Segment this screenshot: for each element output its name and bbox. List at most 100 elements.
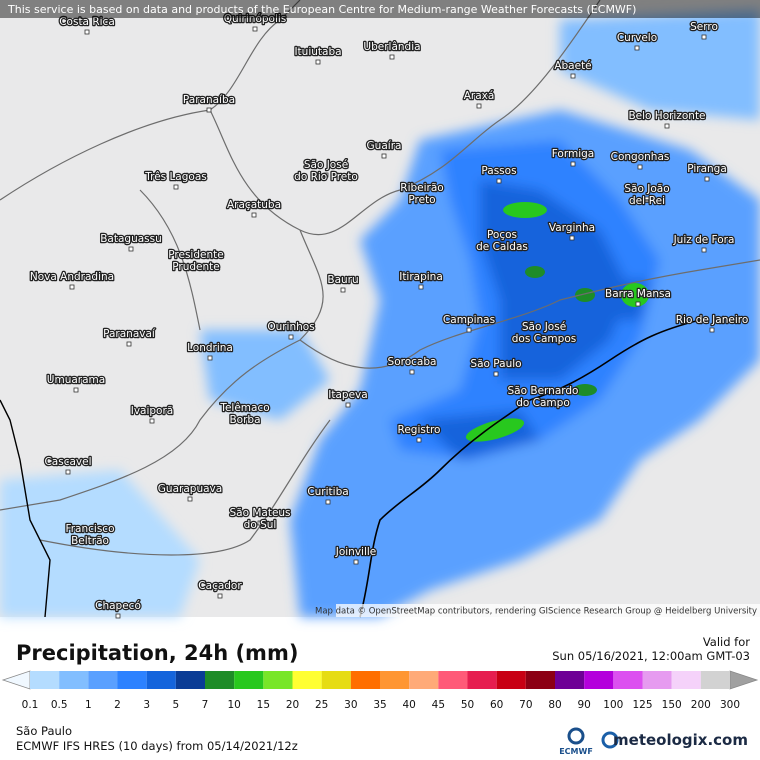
city-marker (187, 496, 193, 502)
precip-cell (575, 288, 595, 302)
city-marker (345, 402, 351, 408)
model-run: ECMWF IFS HRES (10 days) from 05/14/2021… (16, 739, 298, 753)
city-label: Belo Horizonte (628, 110, 705, 122)
scale-swatch (438, 671, 468, 689)
city-marker (644, 196, 650, 202)
scale-swatch (671, 671, 701, 689)
scale-swatch (496, 671, 526, 689)
scale-label: 1 (85, 699, 92, 711)
scale-label: 10 (227, 699, 240, 711)
scale-swatch (555, 671, 585, 689)
scale-label: 0.5 (51, 699, 68, 711)
scale-label: 100 (603, 699, 623, 711)
city-label: Formiga (552, 148, 594, 160)
city-label: Abaeté (554, 60, 591, 72)
map: Costa Rica Quirinópolis Ituiutaba Uberlândi… (0, 0, 760, 619)
city-label: São Bernardo (508, 385, 579, 397)
scale-label: 70 (519, 699, 532, 711)
city-label: São José (304, 159, 348, 171)
city-label: Presidente (168, 249, 223, 261)
attribution: Map data © OpenStreetMap contributors, r… (315, 607, 757, 617)
borders (0, 0, 760, 618)
valid-time: Sun 05/16/2021, 12:00am GMT-03 (552, 649, 750, 663)
city-label: Congonhas (611, 151, 670, 163)
brand: meteologix.com (613, 731, 748, 749)
city-marker (418, 284, 424, 290)
scale-swatch (88, 671, 118, 689)
scale-swatch (205, 671, 235, 689)
scale-arrow-low (1, 670, 31, 690)
city-marker (115, 613, 121, 619)
city-marker (128, 246, 134, 252)
precip-cell (465, 418, 525, 442)
city-marker (701, 247, 707, 253)
city-marker (637, 164, 643, 170)
scale-label: 30 (344, 699, 357, 711)
scale-swatch (175, 671, 205, 689)
precip-cell (525, 266, 545, 278)
precip-cell (621, 283, 649, 307)
city-label: Itirapina (399, 271, 443, 283)
precip-cell (503, 202, 547, 218)
city-marker (493, 371, 499, 377)
city-label: Ribeirão (400, 182, 443, 194)
city-marker (634, 45, 640, 51)
city-label: Quirinópolis (224, 13, 287, 25)
city-label: Serro (690, 21, 718, 33)
precip-cell (573, 384, 597, 396)
city-label: Curvelo (617, 32, 657, 44)
city-label: Beltrão (71, 535, 109, 547)
city-label: Ourinhos (267, 321, 314, 333)
city-marker (325, 499, 331, 505)
scale-swatch (350, 671, 380, 689)
scale-label: 25 (315, 699, 328, 711)
city-marker (353, 559, 359, 565)
scale-swatch (263, 671, 293, 689)
city-label: Joinville (335, 546, 377, 558)
city-label: Caçador (198, 580, 242, 592)
scale-swatch (234, 671, 264, 689)
city-label: Itapeva (328, 389, 367, 401)
color-scale: 0.1 0.5 1 2 3 5 7 10 15 20 25 30 35 40 45 50 60 70 80 90 100… (1, 670, 759, 711)
city-marker (217, 593, 223, 599)
city-label: Ivaiporã (131, 405, 174, 417)
city-label: Araçatuba (227, 199, 281, 211)
city-marker (173, 184, 179, 190)
city-label: Paranavaí (103, 328, 156, 340)
city-marker (419, 195, 425, 201)
scale-label: 5 (172, 699, 179, 711)
city-labels: Costa Rica Quirinópolis Ituiutaba Uberlândi… (29, 12, 750, 619)
scale-arrow-high (729, 670, 759, 690)
scale-swatch (642, 671, 672, 689)
city-label: Varginha (549, 222, 595, 234)
city-marker (206, 107, 212, 113)
city-marker (570, 73, 576, 79)
city-marker (570, 161, 576, 167)
city-label: Sorocaba (388, 356, 437, 368)
city-label: Cascavel (44, 456, 91, 468)
city-label: São João (624, 183, 669, 195)
city-marker (701, 34, 707, 40)
city-marker (251, 212, 257, 218)
city-marker (664, 123, 670, 129)
scale-label: 300 (720, 699, 740, 711)
city-label: Prudente (172, 261, 219, 273)
city-label: Paranaíba (183, 94, 235, 106)
scale-swatch (321, 671, 351, 689)
scale-swatch (409, 671, 439, 689)
scale-label: 200 (691, 699, 711, 711)
city-label: do Campo (516, 397, 570, 409)
scale-swatch (380, 671, 410, 689)
city-marker (207, 355, 213, 361)
city-marker (476, 103, 482, 109)
city-label: Bauru (327, 274, 358, 286)
scale-label: 45 (432, 699, 445, 711)
city-label: Nova Andradina (30, 271, 114, 283)
scale-label: 35 (373, 699, 386, 711)
city-label: Rio de Janeiro (676, 314, 749, 326)
city-label: Juiz de Fora (673, 234, 735, 246)
city-marker (65, 469, 71, 475)
scale-label: 80 (548, 699, 561, 711)
scale-swatch (117, 671, 147, 689)
city-label: Piranga (687, 163, 727, 175)
